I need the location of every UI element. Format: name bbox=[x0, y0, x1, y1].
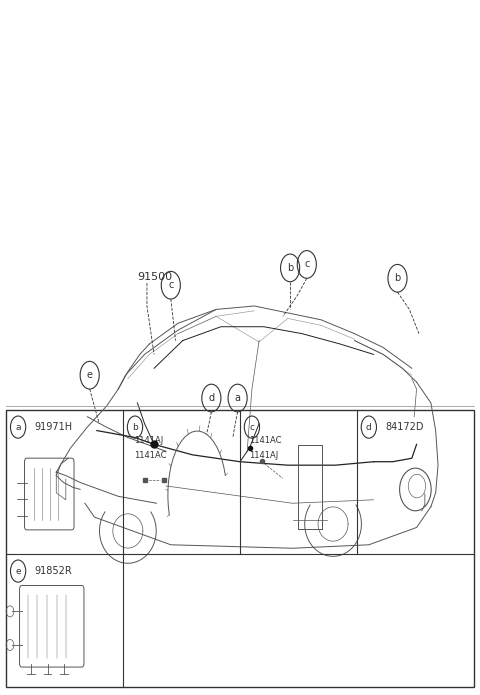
Text: b: b bbox=[132, 423, 138, 432]
Text: c: c bbox=[168, 280, 173, 291]
Text: a: a bbox=[235, 393, 240, 403]
Text: e: e bbox=[15, 566, 21, 575]
Text: c: c bbox=[250, 423, 254, 432]
Text: 1141AC: 1141AC bbox=[249, 436, 281, 445]
Text: 1141AC: 1141AC bbox=[134, 451, 167, 460]
Text: 1141AJ: 1141AJ bbox=[134, 436, 163, 445]
Bar bbox=[6, 410, 474, 687]
Text: a: a bbox=[15, 423, 21, 432]
Text: b: b bbox=[395, 273, 401, 284]
Text: 91500: 91500 bbox=[137, 272, 172, 281]
Text: d: d bbox=[208, 393, 215, 403]
Text: 91971H: 91971H bbox=[35, 422, 73, 432]
Text: d: d bbox=[366, 423, 372, 432]
Text: 91852R: 91852R bbox=[35, 566, 72, 576]
Text: 1141AJ: 1141AJ bbox=[249, 451, 278, 460]
Text: b: b bbox=[287, 263, 293, 273]
Text: 84172D: 84172D bbox=[385, 422, 424, 432]
Text: c: c bbox=[304, 259, 310, 270]
Text: e: e bbox=[87, 370, 93, 380]
